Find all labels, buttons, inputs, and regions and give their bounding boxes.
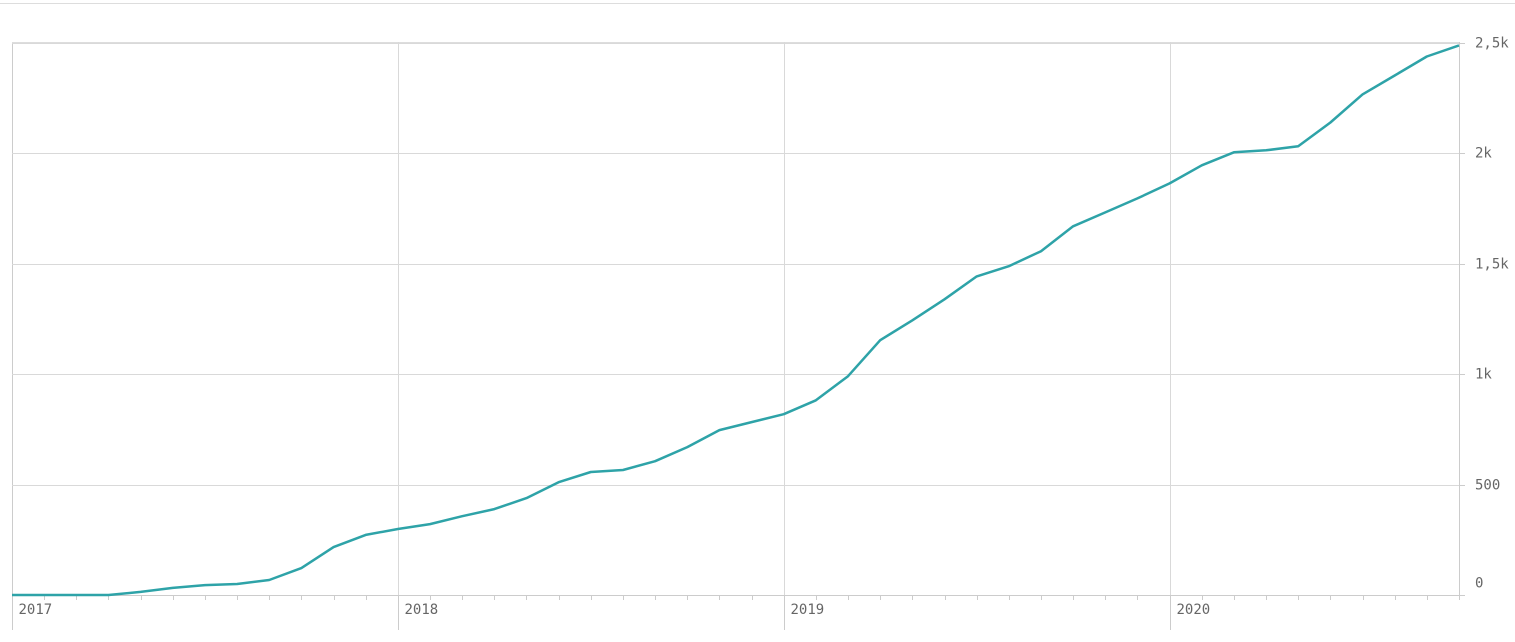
y-tick-label: 1k <box>1475 367 1492 383</box>
x-tick-label: 2018 <box>405 602 439 618</box>
x-tick-label: 2020 <box>1177 602 1211 618</box>
y-tick-label: 500 <box>1475 478 1500 494</box>
series-line <box>12 44 1460 597</box>
x-tick-label: 2017 <box>19 602 53 618</box>
y-tick-label: 2k <box>1475 146 1492 162</box>
y-tick-label: 2,5k <box>1475 36 1509 52</box>
x-tick-label: 2019 <box>791 602 825 618</box>
y-tick-label: 0 <box>1475 576 1483 592</box>
y-tick-label: 1,5k <box>1475 257 1509 273</box>
